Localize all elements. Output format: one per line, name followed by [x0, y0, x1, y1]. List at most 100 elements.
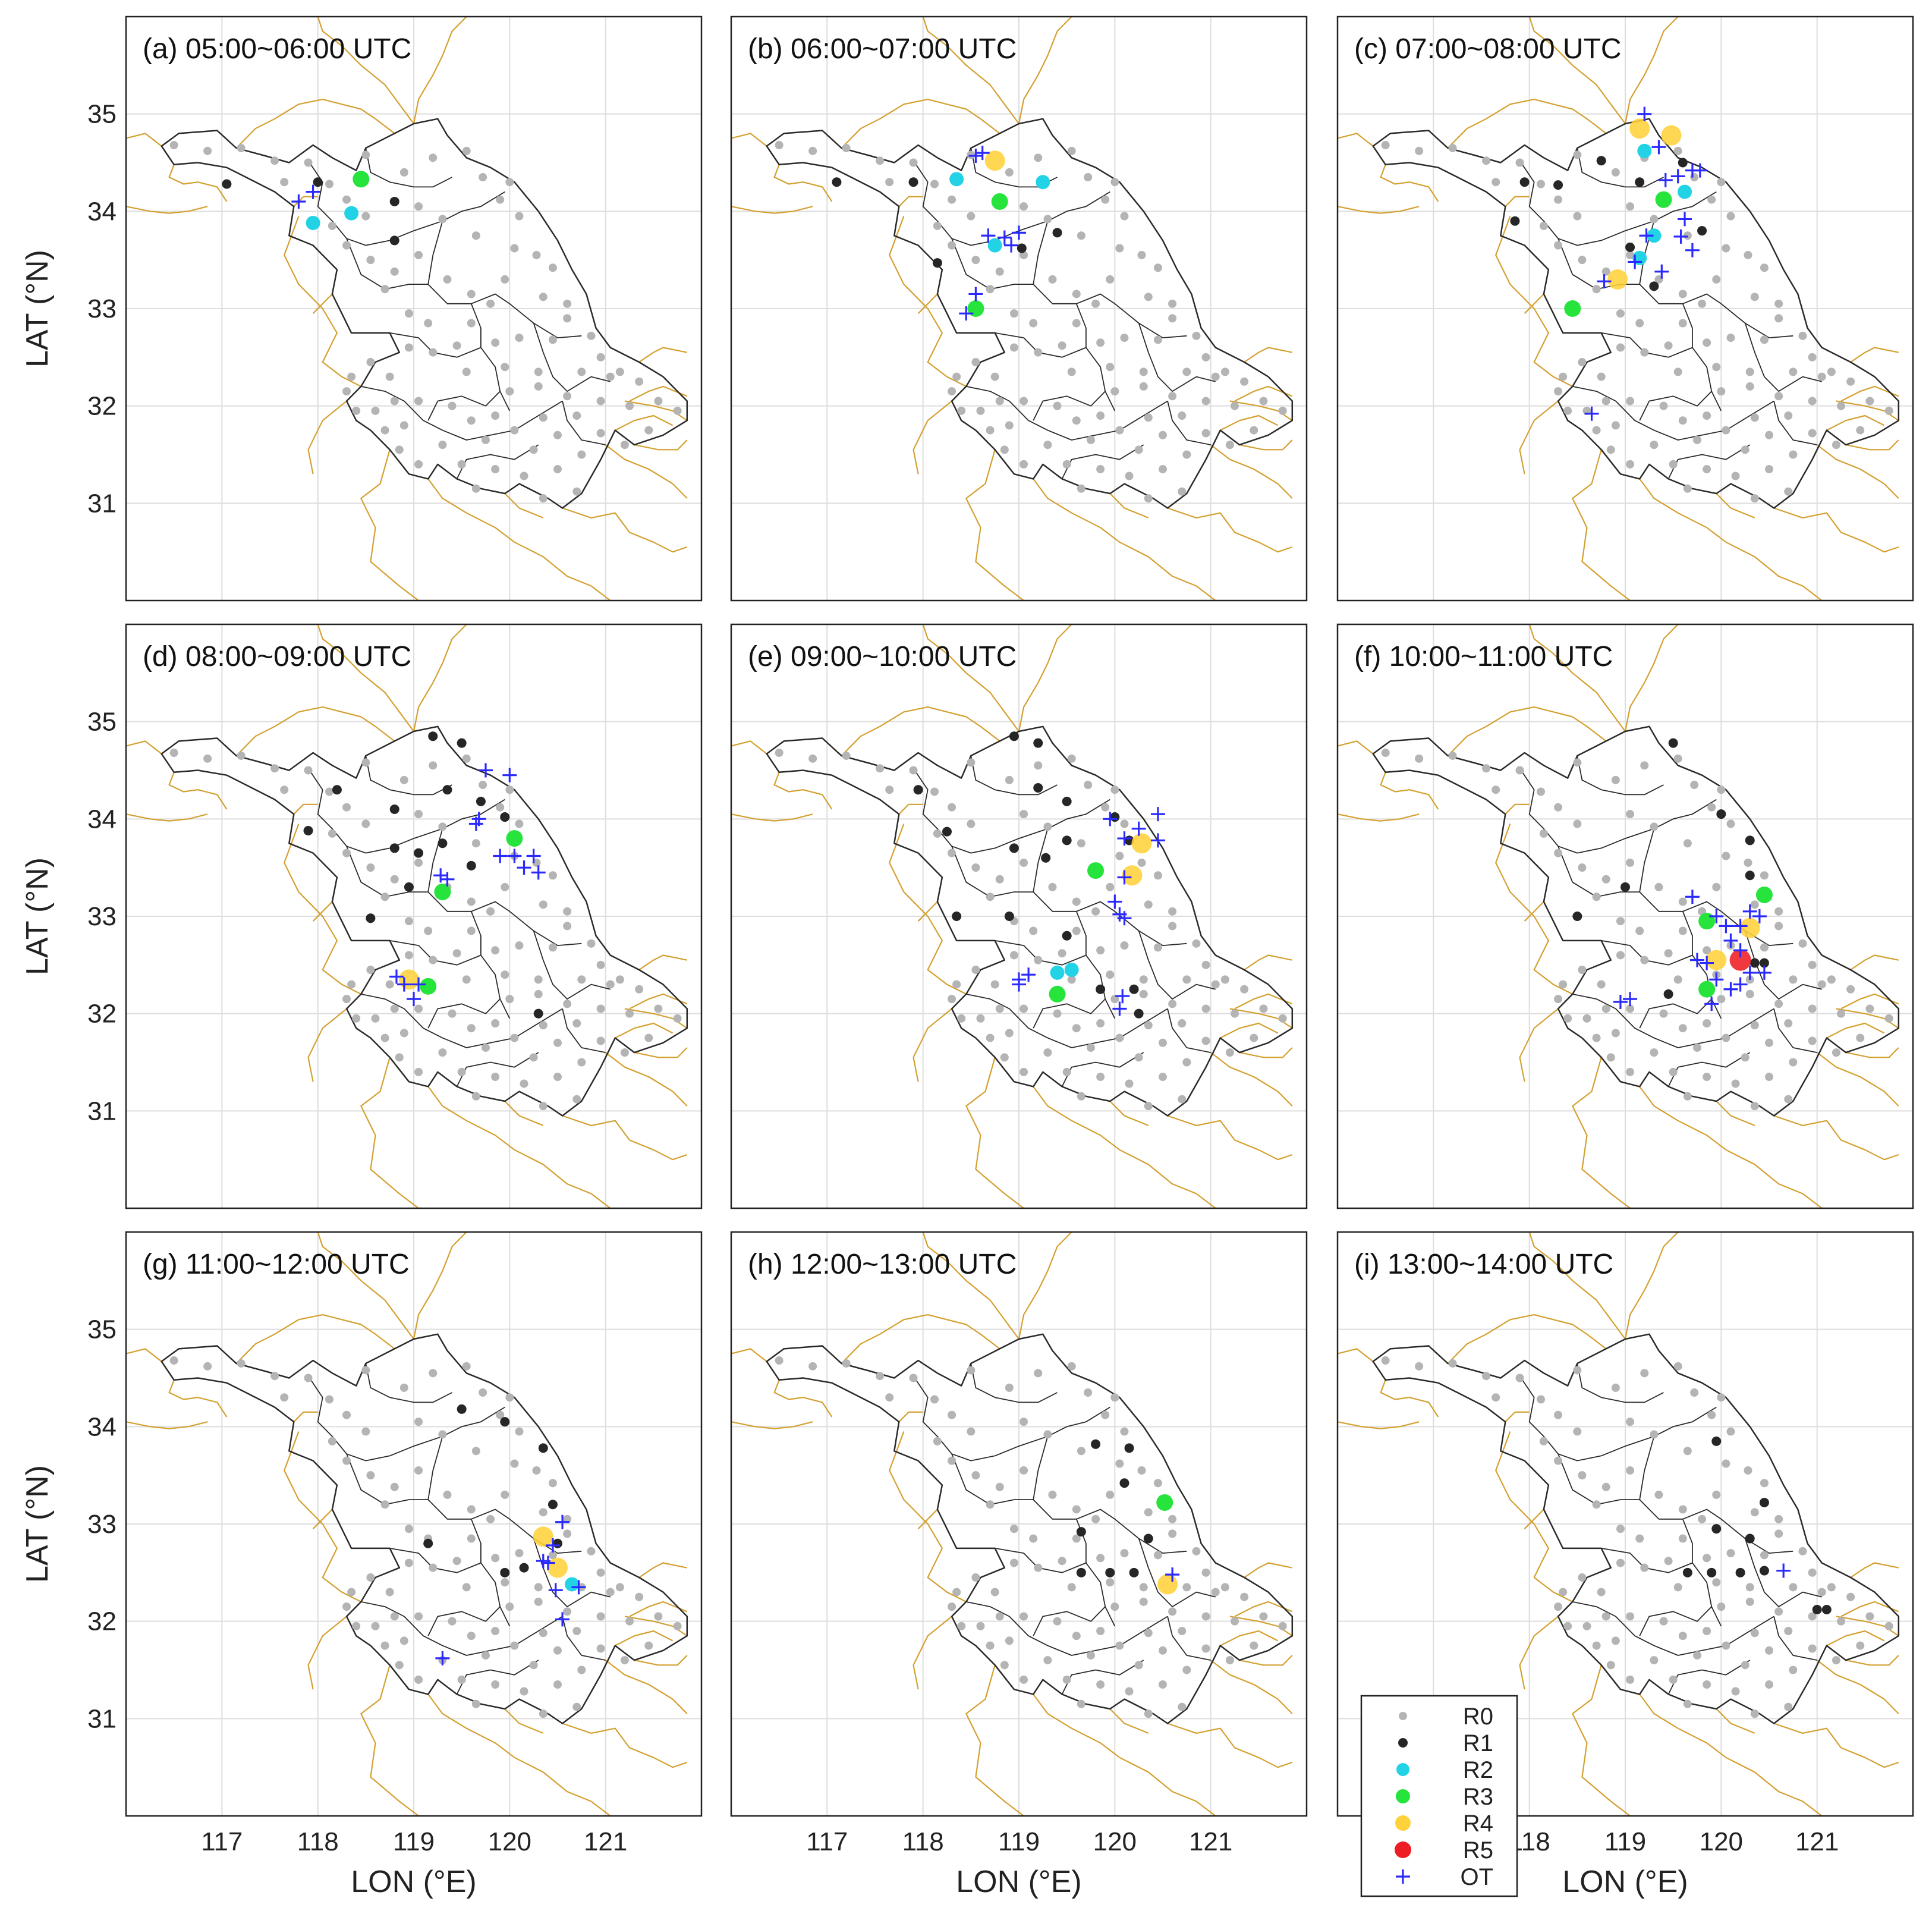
- neighbor-boundary: [1716, 1101, 1755, 1126]
- neighbor-boundary: [1109, 1708, 1149, 1734]
- station-r0: [1808, 1568, 1817, 1577]
- overshooting-top-marker: [1637, 106, 1652, 121]
- station-r0: [1168, 1000, 1177, 1008]
- station-r0: [1865, 1612, 1874, 1621]
- station-r0: [948, 387, 956, 396]
- station-r0: [948, 803, 956, 812]
- station-r1: [1649, 281, 1659, 291]
- station-r0: [1750, 1709, 1759, 1718]
- overshooting-top-marker: [1673, 229, 1688, 244]
- station-r0: [270, 764, 279, 773]
- station-r0: [1722, 851, 1730, 860]
- station-r0: [1573, 758, 1582, 767]
- neighbor-boundary: [125, 206, 208, 214]
- station-r0: [1192, 331, 1201, 340]
- overshooting-top-marker: [1709, 909, 1724, 923]
- station-r0: [1726, 1427, 1735, 1436]
- station-r2: [1678, 184, 1692, 199]
- city-boundary: [1519, 160, 1601, 246]
- station-r0: [443, 275, 452, 284]
- station-r0: [1650, 822, 1659, 831]
- station-r0: [1096, 1554, 1105, 1563]
- station-r4: [1157, 1574, 1178, 1595]
- city-boundary: [470, 1519, 482, 1563]
- neighbor-boundary: [1018, 624, 1072, 732]
- station-r0: [515, 1427, 524, 1436]
- neighbor-boundary: [427, 1693, 611, 1817]
- station-r0: [1053, 401, 1062, 410]
- station-r1: [476, 796, 486, 806]
- station-r2: [1647, 228, 1662, 243]
- station-r0: [203, 754, 212, 763]
- station-r0: [1616, 951, 1625, 960]
- city-boundary: [1033, 828, 1187, 946]
- city-boundary: [365, 755, 452, 796]
- station-r1: [1821, 1605, 1832, 1615]
- station-r0: [1159, 465, 1167, 474]
- station-r0: [1573, 1427, 1582, 1436]
- station-r0: [539, 413, 547, 422]
- station-r1: [313, 177, 323, 187]
- station-r0: [1626, 397, 1635, 406]
- station-r0: [1554, 1410, 1563, 1419]
- station-r0: [1115, 1459, 1124, 1468]
- station-r0: [673, 1621, 682, 1630]
- station-r0: [654, 397, 663, 406]
- station-r0: [775, 141, 784, 150]
- station-r0: [1640, 1369, 1649, 1378]
- station-r0: [635, 1592, 644, 1601]
- station-r0: [625, 401, 634, 410]
- station-r1: [1033, 782, 1043, 793]
- panel-title: (b) 06:00~07:00 UTC: [748, 33, 1017, 65]
- city-boundary: [533, 323, 611, 392]
- neighbor-boundary: [1524, 901, 1544, 922]
- station-r1: [1519, 177, 1530, 187]
- station-r0: [342, 1602, 351, 1611]
- station-r0: [1084, 1388, 1093, 1397]
- neighbor-boundary: [1033, 1693, 1216, 1817]
- station-r0: [1139, 1597, 1148, 1606]
- province-outline: [1372, 725, 1900, 1117]
- station-r0: [1789, 1583, 1798, 1592]
- station-r0: [1717, 1393, 1726, 1402]
- neighbor-boundary: [898, 1411, 923, 1422]
- station-r0: [971, 1471, 980, 1480]
- station-r0: [1784, 411, 1793, 420]
- overshooting-top-marker: [1723, 933, 1738, 948]
- station-r3: [1698, 913, 1716, 930]
- station-r0: [1182, 450, 1191, 459]
- station-r0: [673, 1014, 682, 1023]
- station-r1: [1759, 958, 1769, 968]
- neighbor-boundary: [922, 624, 1020, 732]
- station-r0: [510, 1641, 519, 1650]
- station-r0: [471, 484, 480, 493]
- station-r0: [967, 1427, 976, 1436]
- station-r0: [496, 1410, 505, 1419]
- station-r0: [1178, 1095, 1187, 1104]
- station-r0: [491, 1627, 500, 1636]
- y-tick-label: 34: [87, 1412, 117, 1441]
- station-r0: [909, 1374, 918, 1382]
- station-r0: [1606, 445, 1615, 454]
- station-r0: [1515, 766, 1524, 775]
- station-r1: [519, 1563, 529, 1573]
- station-r0: [1827, 367, 1836, 376]
- neighbor-boundary: [638, 347, 688, 363]
- neighbor-boundary: [413, 1231, 467, 1340]
- station-r0: [1703, 1680, 1711, 1689]
- station-r0: [1087, 1651, 1095, 1660]
- station-r0: [1144, 1508, 1153, 1517]
- station-r0: [1448, 1359, 1457, 1368]
- station-r1: [1096, 984, 1106, 994]
- station-r0: [1846, 985, 1855, 994]
- station-r4: [533, 1526, 553, 1547]
- station-r0: [390, 397, 399, 406]
- station-r0: [491, 946, 500, 955]
- station-r0: [534, 382, 543, 391]
- station-r0: [1635, 1534, 1644, 1543]
- station-r0: [1678, 1632, 1687, 1641]
- station-r0: [563, 299, 572, 308]
- station-r0: [1554, 848, 1563, 857]
- station-r0: [1077, 231, 1085, 240]
- city-boundary: [361, 1601, 563, 1656]
